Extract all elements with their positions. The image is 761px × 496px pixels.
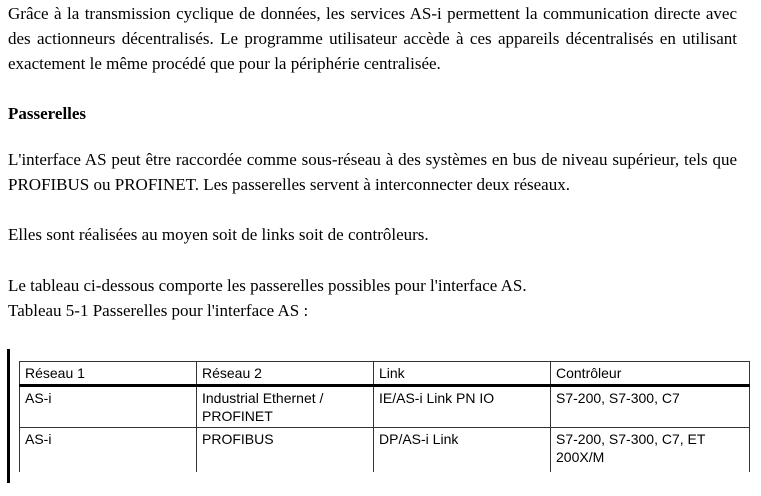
- paragraph-table-intro: Le tableau ci-dessous comporte les passe…: [8, 276, 527, 295]
- table-cell: PROFIBUS: [196, 427, 374, 472]
- table-row: AS-i PROFIBUS DP/AS-i Link S7-200, S7-30…: [19, 427, 750, 472]
- table-cell: IE/AS-i Link PN IO: [373, 385, 551, 428]
- table-header-row: Réseau 1 Réseau 2 Link Contrôleur: [19, 361, 750, 387]
- section-heading: Passerelles: [8, 104, 87, 123]
- gateways-table: Réseau 1 Réseau 2 Link Contrôleur AS-i I…: [19, 361, 750, 472]
- table-cell: S7-200, S7-300, C7, ET 200X/M: [550, 427, 750, 472]
- header-cell: Réseau 1: [19, 361, 197, 387]
- header-cell: Contrôleur: [550, 361, 750, 387]
- table-cell: DP/AS-i Link: [373, 427, 551, 472]
- change-bar: [7, 349, 10, 483]
- table-row: AS-i Industrial Ethernet / PROFINET IE/A…: [19, 385, 750, 428]
- paragraph-links: Elles sont réalisées au moyen soit de li…: [8, 225, 429, 244]
- table-cell: AS-i: [19, 385, 197, 428]
- header-cell: Link: [373, 361, 551, 387]
- intro-paragraph: Grâce à la transmission cyclique de donn…: [8, 4, 737, 73]
- table-cell: Industrial Ethernet / PROFINET: [196, 385, 374, 428]
- header-cell: Réseau 2: [196, 361, 374, 387]
- table-cell: S7-200, S7-300, C7: [550, 385, 750, 428]
- paragraph-gateways: L'interface AS peut être raccordée comme…: [8, 150, 737, 194]
- table-caption: Tableau 5-1 Passerelles pour l'interface…: [8, 301, 309, 320]
- table-cell: AS-i: [19, 427, 197, 472]
